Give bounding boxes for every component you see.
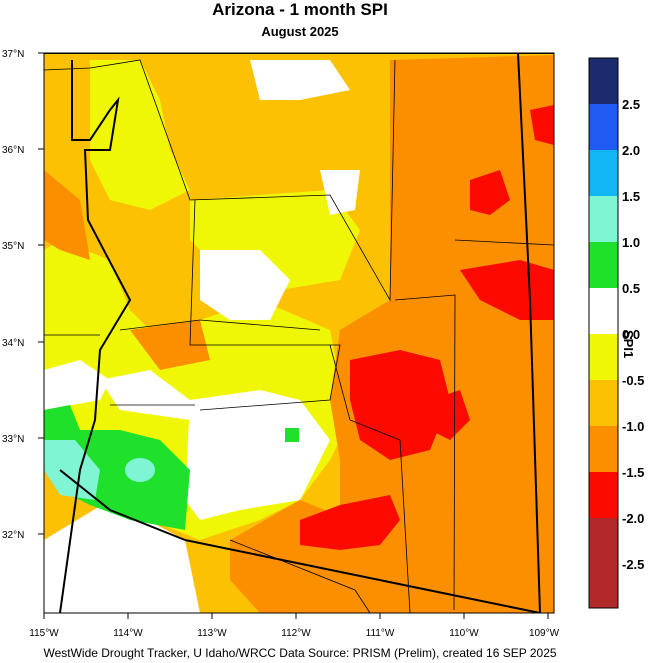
colorbar-tick-1.0: 1.0 [622, 235, 640, 250]
longitude-labels: 115°W 114°W 113°W 112°W 111°W 110°W 109°… [29, 628, 559, 639]
colorbar-swatch-0 [589, 58, 618, 104]
colorbar-tick-0.5: 0.5 [622, 281, 640, 296]
colorbar-tick-1.5: 1.5 [622, 189, 640, 204]
plot-frame [43, 52, 555, 614]
spi-field [44, 53, 554, 613]
data-source-footer: WestWide Drought Tracker, U Idaho/WRCC D… [43, 646, 557, 660]
lon-label-114: 114°W [113, 628, 143, 639]
colorbar-label: SPI1 [621, 330, 636, 359]
colorbar-swatch-9 [589, 472, 618, 518]
lat-label-34: 34°N [2, 338, 24, 349]
colorbar-tick-neg2.5: -2.5 [622, 557, 644, 572]
lon-label-115: 115°W [29, 628, 59, 639]
latitude-labels: 37°N 36°N 35°N 34°N 33°N 32°N [2, 49, 24, 541]
colorbar-tick-2.0: 2.0 [622, 143, 640, 158]
colorbar-swatch-6 [589, 334, 618, 380]
colorbar-tick-2.5: 2.5 [622, 97, 640, 112]
colorbar-swatch-3 [589, 196, 618, 242]
lon-label-112: 112°W [281, 628, 311, 639]
latitude-axis [38, 52, 44, 535]
colorbar-swatch-8 [589, 426, 618, 472]
longitude-axis [43, 613, 549, 619]
colorbar-tick-neg1.0: -1.0 [622, 419, 644, 434]
colorbar-swatch-10 [589, 518, 618, 608]
map-title: Arizona - 1 month SPI [212, 0, 388, 19]
lat-label-33: 33°N [2, 434, 24, 445]
lon-label-109: 109°W [529, 628, 560, 639]
lon-label-113: 113°W [197, 628, 227, 639]
colorbar-swatch-7 [589, 380, 618, 426]
lon-label-110: 110°W [449, 628, 479, 639]
lat-label-37: 37°N [2, 49, 24, 60]
colorbar-tick-neg2.0: -2.0 [622, 511, 644, 526]
lon-label-111: 111°W [366, 628, 395, 639]
colorbar-swatch-4 [589, 242, 618, 288]
lat-label-32: 32°N [2, 530, 24, 541]
lat-label-36: 36°N [2, 145, 24, 156]
colorbar-ticks: 2.5 2.0 1.5 1.0 0.5 0.0 -0.5 -1.0 -1.5 -… [622, 97, 644, 572]
colorbar-tick-0.0: 0.0 [622, 327, 640, 342]
colorbar-swatch-2 [589, 150, 618, 196]
map-subtitle: August 2025 [261, 24, 339, 39]
colorbar-swatch-1 [589, 104, 618, 150]
colorbar-swatch-5 [589, 288, 618, 334]
lat-label-35: 35°N [2, 241, 24, 252]
colorbar-tick-neg1.5: -1.5 [622, 465, 644, 480]
colorbar-tick-neg0.5: -0.5 [622, 373, 644, 388]
colorbar [588, 57, 619, 609]
